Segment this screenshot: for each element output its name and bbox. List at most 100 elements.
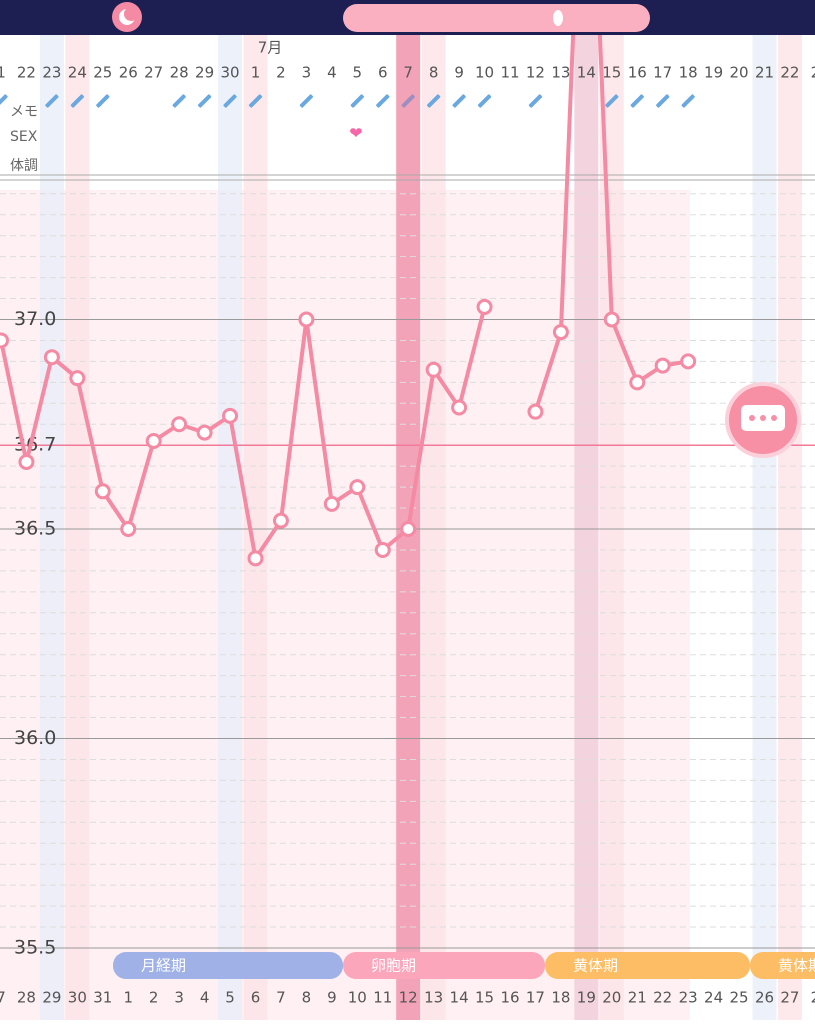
memo-icon	[656, 94, 670, 108]
date-label: 20	[730, 64, 749, 82]
memo-icon	[248, 94, 263, 108]
date-label: 16	[628, 64, 647, 82]
date-label: 2	[811, 64, 815, 82]
date-label: 22	[17, 64, 36, 82]
phase-label: 黄体期	[778, 957, 815, 975]
weekend-column	[243, 35, 268, 1020]
temperature-point	[247, 550, 264, 567]
date-label: 23	[42, 64, 61, 82]
cycle-day-label: 8	[302, 989, 312, 1007]
cycle-day-label: 14	[450, 989, 469, 1007]
date-label: 1	[0, 64, 6, 82]
chat-dot	[760, 415, 766, 421]
temperature-point	[18, 453, 35, 470]
memo-icon	[528, 94, 543, 108]
cycle-day-label: 27	[780, 989, 799, 1007]
cycle-day-label: 17	[526, 989, 545, 1007]
temperature-point	[94, 483, 111, 500]
temperature-point	[145, 433, 162, 450]
date-label: 13	[551, 64, 570, 82]
date-label: 1	[251, 64, 261, 82]
cycle-day-label: 24	[704, 989, 723, 1007]
row-label: SEX	[10, 129, 38, 145]
temperature-point	[43, 349, 60, 366]
cycle-day-label: 16	[500, 989, 519, 1007]
cycle-day-label: 20	[602, 989, 621, 1007]
temperature-point	[603, 311, 620, 328]
cycle-day-label: 2	[149, 989, 159, 1007]
cycle-day-label: 15	[475, 989, 494, 1007]
temperature-point	[527, 403, 544, 420]
date-label: 29	[195, 64, 214, 82]
temperature-point	[451, 399, 468, 416]
memo-icon	[630, 94, 644, 108]
y-tick-label: 35.5	[14, 937, 56, 959]
cycle-day-label: 22	[653, 989, 672, 1007]
cycle-day-label: 7	[276, 989, 286, 1007]
date-label: 3	[302, 64, 312, 82]
memo-icon	[197, 94, 212, 108]
phase-label: 月経期	[141, 957, 186, 975]
chat-dot	[771, 415, 777, 421]
date-label: 5	[353, 64, 363, 82]
temperature-point	[654, 357, 671, 374]
phase-bar	[343, 952, 545, 979]
cycle-day-label: 3	[174, 989, 184, 1007]
moon-cut	[124, 7, 138, 21]
memo-icon	[376, 94, 390, 108]
cycle-day-label: 9	[327, 989, 337, 1007]
memo-icon	[350, 94, 364, 108]
date-label: 10	[475, 64, 494, 82]
temperature-point	[425, 361, 442, 378]
memo-icon	[426, 94, 441, 108]
cycle-day-label: 31	[93, 989, 112, 1007]
date-label: 15	[602, 64, 621, 82]
memo-icon	[45, 94, 59, 108]
temperature-point	[400, 521, 417, 537]
cycle-day-label: 2	[811, 989, 815, 1007]
temperature-point	[0, 332, 9, 349]
temperature-point	[171, 416, 188, 433]
weekend-column	[752, 35, 777, 1020]
period-pill[interactable]	[343, 4, 650, 32]
phase-bar	[545, 952, 750, 979]
date-label: 30	[221, 64, 240, 82]
memo-icon	[401, 94, 415, 108]
date-label: 19	[704, 64, 723, 82]
cycle-day-label: 23	[679, 989, 698, 1007]
memo-icon	[477, 94, 492, 108]
cycle-day-label: 4	[200, 989, 210, 1007]
cycle-day-label: 5	[225, 989, 235, 1007]
highlight-column	[396, 0, 421, 1020]
cycle-day-label: 18	[551, 989, 570, 1007]
cycle-day-label: 10	[348, 989, 367, 1007]
weekend-column	[777, 35, 802, 1020]
cycle-day-label: 29	[42, 989, 61, 1007]
phase-label: 卵胞期	[371, 957, 416, 975]
date-label: 9	[454, 64, 464, 82]
chat-dot	[749, 415, 755, 421]
date-label: 27	[144, 64, 163, 82]
temperature-point	[120, 521, 137, 537]
date-label: 7	[403, 64, 413, 82]
date-label: 28	[170, 64, 189, 82]
date-label: 8	[429, 64, 439, 82]
temperature-point	[298, 311, 315, 328]
cycle-day-label: 28	[17, 989, 36, 1007]
drop-icon	[553, 10, 563, 26]
weekend-column	[39, 35, 64, 1020]
date-label: 14	[577, 64, 596, 82]
date-label: 2	[276, 64, 286, 82]
cycle-day-label: 21	[628, 989, 647, 1007]
temperature-point	[629, 374, 646, 391]
row-label: メモ	[10, 104, 38, 120]
date-label: 12	[526, 64, 545, 82]
chat-button[interactable]	[725, 382, 801, 458]
cycle-day-label: 26	[755, 989, 774, 1007]
month-label: 7月	[258, 39, 283, 57]
y-tick-label: 37.0	[14, 308, 56, 330]
phase-label: 黄体期	[573, 957, 618, 975]
row-label: 体調	[10, 158, 38, 174]
temperature-point	[552, 324, 569, 341]
